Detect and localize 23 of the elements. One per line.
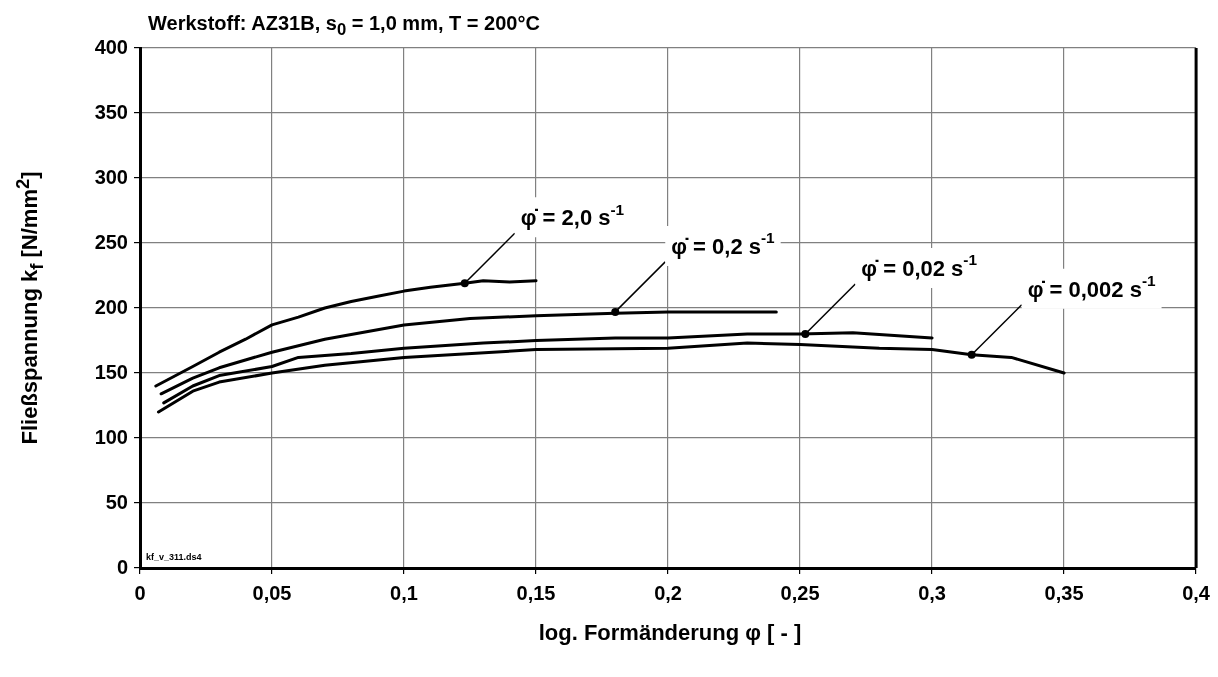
x-tick-label: 0,15 xyxy=(516,581,556,604)
y-tick-label: 350 xyxy=(94,100,128,123)
point xyxy=(611,307,620,316)
chart-title: Werkstoff: AZ31B, s$_{0}$ = 1,0 mm, T = 200°C xyxy=(148,12,540,40)
x-tick-label: 0,4 xyxy=(1182,581,1211,604)
y-tick-label: 0 xyxy=(116,555,128,578)
y-tick-label: 200 xyxy=(94,295,128,318)
annotation: kf_v_311.ds4 xyxy=(146,552,202,562)
x-tick-label: 0 xyxy=(134,581,146,604)
y-tick-label: 300 xyxy=(94,165,128,188)
x-tick-label: 0,25 xyxy=(780,581,820,604)
y-tick-label: 50 xyxy=(105,490,128,513)
point xyxy=(967,350,976,359)
y-tick-label: 400 xyxy=(94,35,128,58)
x-tick-label: 0,3 xyxy=(918,581,946,604)
x-tick-label: 0,2 xyxy=(654,581,682,604)
x-tick-label: 0,05 xyxy=(252,581,292,604)
x-axis-title: log. Formänderung φ [ - ] xyxy=(537,620,803,646)
x-tick-label: 0,35 xyxy=(1044,581,1084,604)
y-tick-label: 250 xyxy=(94,230,128,253)
y-tick-label: 150 xyxy=(94,360,128,383)
y-tick-label: 100 xyxy=(94,425,128,448)
x-tick-label: 0,1 xyxy=(390,581,418,604)
